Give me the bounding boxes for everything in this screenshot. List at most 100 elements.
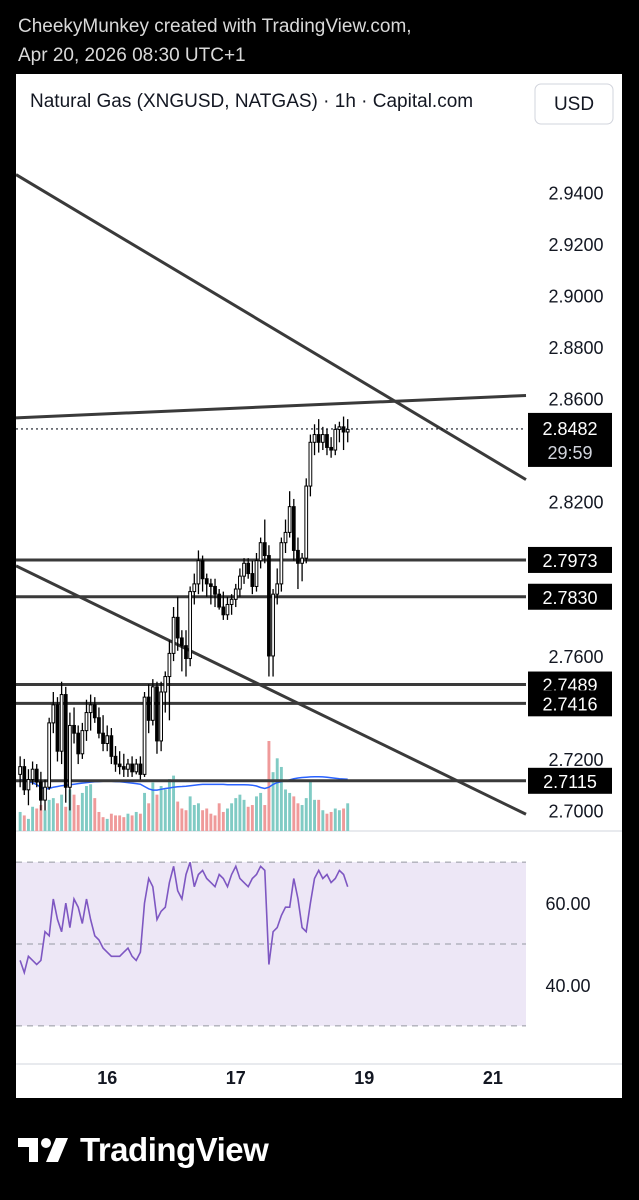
volume-bar [279, 766, 283, 831]
volume-bar [213, 815, 217, 831]
currency-button[interactable] [534, 83, 614, 125]
candle-body [329, 446, 333, 451]
rsi-y-tick-label: 60.00 [545, 894, 590, 914]
volume-bar [308, 780, 312, 831]
volume-bar [126, 813, 130, 831]
candle-body [88, 704, 93, 714]
volume-bar [275, 758, 279, 831]
bar-countdown-label: 29:59 [547, 443, 592, 463]
level-price-label: 2.7416 [542, 694, 597, 714]
candle-body [209, 583, 213, 587]
volume-bar [342, 808, 346, 831]
candle-body [55, 704, 60, 752]
candle-body [300, 557, 304, 564]
volume-bar [147, 803, 151, 831]
volume-bar [93, 798, 97, 831]
candle-body [188, 591, 193, 660]
volume-bar [288, 792, 292, 831]
candle-body [308, 441, 313, 487]
candle-body [150, 686, 155, 721]
candle-body [30, 768, 35, 781]
level-price-tag [528, 767, 612, 794]
candle-body [217, 593, 222, 608]
candle-body [109, 735, 114, 757]
candle-body [225, 603, 230, 616]
trend-line-lower-descending [16, 564, 527, 816]
x-tick-label: 17 [226, 1068, 246, 1088]
candle-body [304, 485, 309, 559]
candle-body [267, 555, 271, 657]
candle-body [121, 766, 126, 770]
volume-bar [109, 813, 113, 831]
y-tick-label: 2.9000 [548, 287, 603, 307]
volume-bar [143, 792, 146, 831]
volume-bar [201, 810, 205, 831]
candle-body [279, 542, 284, 585]
y-tick-label: 2.8200 [548, 493, 603, 513]
candle-body [184, 645, 188, 660]
level-price-tag [528, 690, 612, 717]
tradingview-brand: TradingView [80, 1131, 269, 1168]
volume-bar [250, 805, 254, 831]
candle-body [312, 434, 317, 443]
volume-bar [205, 808, 209, 831]
level-price-tag [528, 546, 612, 573]
candle-body [34, 768, 39, 783]
candle-body [155, 686, 159, 742]
tradingview-logo-icon [18, 1138, 68, 1162]
volume-bar [346, 803, 350, 831]
candle-body [80, 730, 85, 755]
volume-bar [329, 811, 333, 831]
candle-body [333, 428, 338, 451]
trend-line-rising-resistance [16, 393, 527, 420]
rsi-y-tick-label: 40.00 [545, 976, 590, 996]
volume-bar [76, 805, 80, 831]
volume-bar [159, 786, 163, 831]
volume-bar [118, 815, 122, 831]
current-price-label: 2.8482 [542, 419, 597, 439]
y-tick-label: 2.7200 [548, 750, 603, 770]
candle-body [179, 637, 184, 647]
volume-bar [56, 803, 59, 831]
candle-body [43, 786, 47, 801]
volume-bar [325, 813, 329, 831]
volume-bar [39, 805, 43, 831]
candle-body [138, 763, 143, 775]
current-price-tag [528, 412, 612, 467]
volume-bar [209, 813, 213, 831]
volume-bar [321, 810, 325, 831]
volume-bar [230, 803, 234, 831]
candle-body [105, 735, 110, 744]
candle-body [159, 691, 163, 742]
chart-header: CheekyMunkey created with TradingView.co… [18, 12, 412, 70]
candle-body [117, 763, 122, 768]
volume-bar [242, 799, 246, 831]
volume-bar [60, 794, 64, 831]
candle-body [101, 732, 105, 744]
volume-bar [226, 808, 229, 831]
candle-body [325, 434, 329, 448]
candle-body [254, 560, 259, 587]
tradingview-footer: TradingView [18, 1126, 269, 1174]
candle-body [320, 434, 325, 443]
volume-bar [114, 815, 117, 831]
volume-bar [188, 796, 192, 831]
date-line: Apr 20, 2026 08:30 UTC+1 [18, 45, 246, 66]
candle-body [275, 583, 280, 595]
volume-bar [180, 808, 184, 831]
candle-body [262, 542, 267, 557]
volume-bar [267, 741, 271, 831]
volume-bar [184, 810, 188, 831]
volume-bar [22, 815, 26, 831]
volume-bar [97, 811, 101, 831]
candle-body [146, 696, 151, 721]
candle-body [258, 542, 263, 562]
y-tick-label: 2.7600 [548, 647, 603, 667]
candle-body [242, 562, 246, 577]
chart-card: Natural Gas (XNGUSD, NATGAS) · 1h · Capi… [16, 74, 622, 1098]
volume-bar [72, 794, 76, 831]
volume-bar [134, 811, 138, 831]
volume-bar [101, 817, 105, 831]
volume-bar [43, 810, 47, 831]
chart-title: Natural Gas (XNGUSD, NATGAS) · 1h · Capi… [30, 91, 473, 112]
